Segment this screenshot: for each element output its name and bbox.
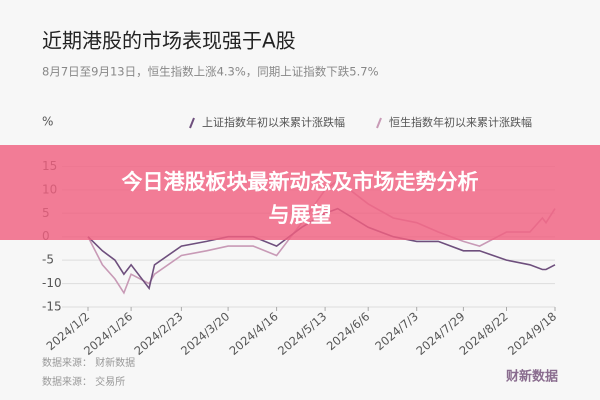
- y-tick-label: -15: [42, 300, 62, 314]
- chart-subtitle: 8月7日至9月13日，恒生指数上涨4.3%，同期上证指数下跌5.7%: [42, 65, 379, 79]
- source: 数据来源： 交易所: [42, 375, 125, 388]
- y-axis-label: %: [42, 115, 53, 129]
- chart-title: 近期港股的市场表现强于A股: [42, 29, 296, 53]
- y-tick-label: -5: [42, 253, 54, 267]
- overlay-title: 今日港股板块最新动态及市场走势分析: [122, 170, 479, 194]
- source: 数据来源： 财新数据: [42, 356, 135, 369]
- legend-label: 上证指数年初以来累计涨跌幅: [202, 115, 345, 129]
- legend-label: 恒生指数年初以来累计涨跌幅: [389, 115, 532, 129]
- logo: 财新数据: [506, 369, 558, 385]
- y-tick-label: -10: [42, 276, 62, 290]
- legend-marker: [376, 117, 382, 129]
- legend-marker: [189, 117, 195, 129]
- overlay-banner: [0, 145, 600, 240]
- overlay-title: 与展望: [269, 203, 332, 227]
